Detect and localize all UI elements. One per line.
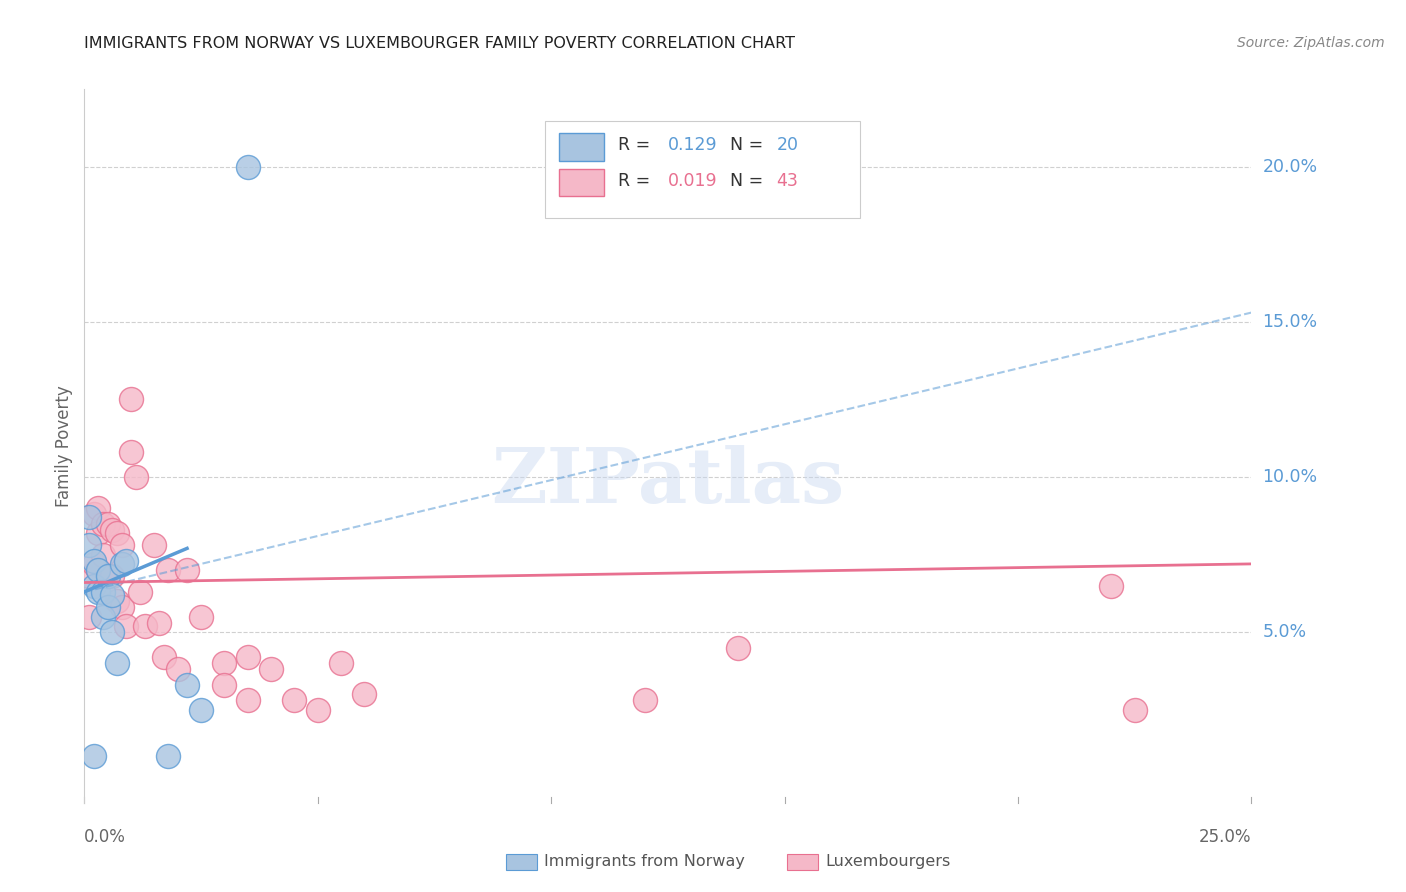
Text: Luxembourgers: Luxembourgers	[825, 855, 950, 869]
Point	[283, 693, 305, 707]
Point	[83, 579, 105, 593]
Point	[236, 693, 259, 707]
Text: 5.0%: 5.0%	[1263, 624, 1306, 641]
Point	[125, 470, 148, 484]
Point	[87, 563, 110, 577]
Text: 20.0%: 20.0%	[1263, 158, 1317, 176]
Text: N =: N =	[730, 136, 769, 153]
Point	[77, 510, 100, 524]
Point	[152, 650, 174, 665]
Point	[157, 749, 180, 764]
Point	[83, 508, 105, 522]
Point	[101, 523, 124, 537]
Point	[727, 640, 749, 655]
Text: 15.0%: 15.0%	[1263, 313, 1317, 331]
Point	[260, 662, 283, 676]
Text: 0.019: 0.019	[668, 171, 717, 189]
Text: R =: R =	[617, 136, 655, 153]
Text: 0.0%: 0.0%	[84, 828, 127, 846]
Point	[105, 525, 128, 540]
Point	[105, 656, 128, 670]
Point	[111, 557, 134, 571]
Point	[166, 662, 188, 676]
Point	[236, 650, 259, 665]
Text: R =: R =	[617, 171, 655, 189]
Point	[91, 516, 114, 531]
Text: Immigrants from Norway: Immigrants from Norway	[544, 855, 745, 869]
Point	[111, 600, 134, 615]
Point	[91, 609, 114, 624]
Point	[101, 569, 124, 583]
Point	[330, 656, 353, 670]
Point	[120, 392, 142, 407]
Point	[236, 160, 259, 174]
Point	[77, 609, 100, 624]
Point	[97, 600, 120, 615]
Point	[77, 538, 100, 552]
FancyBboxPatch shape	[546, 121, 860, 218]
Point	[353, 687, 375, 701]
Point	[105, 594, 128, 608]
Point	[83, 557, 105, 571]
Point	[307, 703, 329, 717]
Point	[176, 563, 198, 577]
Point	[101, 588, 124, 602]
Text: 0.129: 0.129	[668, 136, 717, 153]
Point	[157, 563, 180, 577]
Text: 20: 20	[776, 136, 799, 153]
Point	[190, 609, 212, 624]
Point	[83, 749, 105, 764]
Point	[87, 584, 110, 599]
Point	[1123, 703, 1146, 717]
Point	[214, 656, 236, 670]
FancyBboxPatch shape	[560, 134, 603, 161]
Text: IMMIGRANTS FROM NORWAY VS LUXEMBOURGER FAMILY POVERTY CORRELATION CHART: IMMIGRANTS FROM NORWAY VS LUXEMBOURGER F…	[84, 36, 796, 51]
Point	[77, 569, 100, 583]
Text: 10.0%: 10.0%	[1263, 468, 1317, 486]
Point	[97, 569, 120, 583]
Point	[97, 569, 120, 583]
Point	[87, 525, 110, 540]
Point	[111, 538, 134, 552]
Text: Source: ZipAtlas.com: Source: ZipAtlas.com	[1237, 36, 1385, 50]
Text: 43: 43	[776, 171, 799, 189]
Point	[134, 619, 156, 633]
Point	[633, 693, 655, 707]
Point	[91, 548, 114, 562]
Point	[129, 584, 152, 599]
FancyBboxPatch shape	[560, 169, 603, 196]
Text: ZIPatlas: ZIPatlas	[491, 445, 845, 518]
Point	[214, 678, 236, 692]
Point	[115, 619, 138, 633]
Point	[83, 554, 105, 568]
Point	[148, 615, 170, 630]
Point	[120, 445, 142, 459]
Point	[143, 538, 166, 552]
Point	[87, 563, 110, 577]
Point	[176, 678, 198, 692]
Y-axis label: Family Poverty: Family Poverty	[55, 385, 73, 507]
Point	[101, 625, 124, 640]
Point	[1099, 579, 1122, 593]
Point	[87, 501, 110, 516]
Point	[190, 703, 212, 717]
Text: N =: N =	[730, 171, 769, 189]
Point	[97, 516, 120, 531]
Text: 25.0%: 25.0%	[1199, 828, 1251, 846]
Point	[115, 554, 138, 568]
Point	[91, 584, 114, 599]
